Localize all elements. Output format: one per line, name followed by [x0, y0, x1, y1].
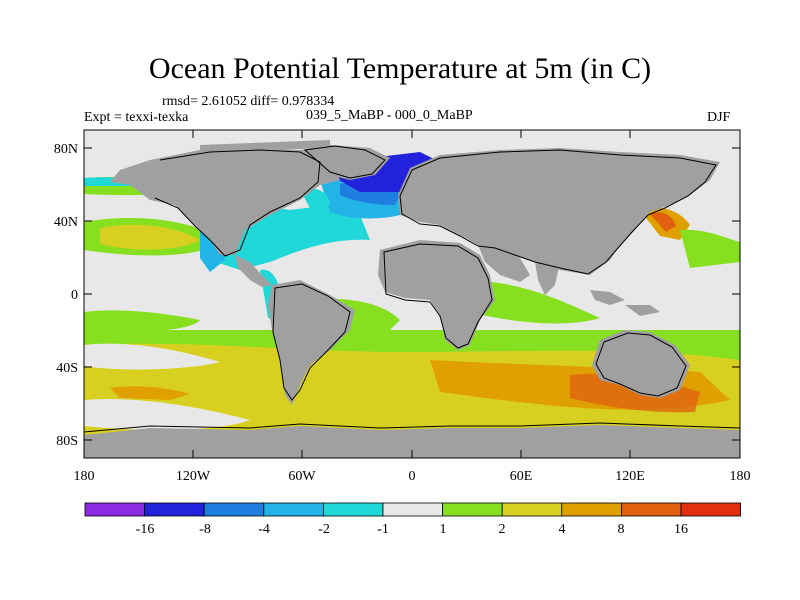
colorbar-label: 16 — [674, 522, 688, 537]
colorbar-swatch — [84, 502, 145, 517]
colorbar-swatch — [322, 502, 384, 517]
lon-tick-label: 0 — [409, 469, 416, 484]
lon-tick-label: 60E — [510, 469, 533, 484]
lon-tick-label: 60W — [288, 469, 316, 484]
colorbar-swatch — [144, 502, 205, 517]
colorbar-label: 4 — [559, 522, 566, 537]
stats-line: rmsd= 2.61052 diff= 0.978334 — [162, 94, 335, 109]
colorbar-swatch — [561, 502, 622, 517]
colorbar-label: -4 — [258, 522, 270, 537]
map-plot-area — [84, 130, 740, 458]
colorbar-label: 1 — [440, 522, 447, 537]
colorbar-swatch — [501, 502, 563, 517]
colorbar-label: 8 — [618, 522, 625, 537]
lon-tick-label: 180 — [74, 469, 95, 484]
colorbar-swatch — [203, 502, 265, 517]
lat-tick-label: 40N — [54, 215, 78, 230]
colorbar-swatch — [680, 502, 741, 517]
coastline-outlines — [84, 145, 740, 433]
colorbar-swatch — [442, 502, 503, 517]
colorbar-label: -2 — [318, 522, 330, 537]
lat-tick-label: 80S — [56, 434, 78, 449]
colorbar-swatch — [263, 502, 324, 517]
lat-tick-label: 0 — [71, 288, 78, 303]
lon-tick-label: 120E — [615, 469, 645, 484]
lat-tick-label: 80N — [54, 142, 78, 157]
longitude-axis: 180 120W 60W 0 60E 120E 180 — [74, 130, 751, 484]
experiment-label: Expt = texxi-texka — [84, 110, 189, 125]
colorbar-swatch — [382, 502, 443, 517]
colorbar-label: -1 — [377, 522, 389, 537]
land-masses — [84, 140, 740, 458]
lon-tick-label: 120W — [176, 469, 211, 484]
colorbar-label: 2 — [499, 522, 506, 537]
colorbar-swatch — [621, 502, 682, 517]
colorbar-label: -16 — [136, 522, 155, 537]
colorbar-label: -8 — [199, 522, 211, 537]
lon-tick-label: 180 — [730, 469, 751, 484]
lat-tick-label: 40S — [56, 361, 78, 376]
season-label: DJF — [707, 110, 731, 125]
colorbar: -16 -8 -4 -2 -1 1 2 4 8 16 — [84, 502, 741, 537]
map-title: Ocean Potential Temperature at 5m (in C) — [148, 52, 652, 85]
comparison-label: 039_5_MaBP - 000_0_MaBP — [306, 108, 473, 123]
latitude-axis: 80N 40N 0 40S 80S — [54, 142, 740, 449]
